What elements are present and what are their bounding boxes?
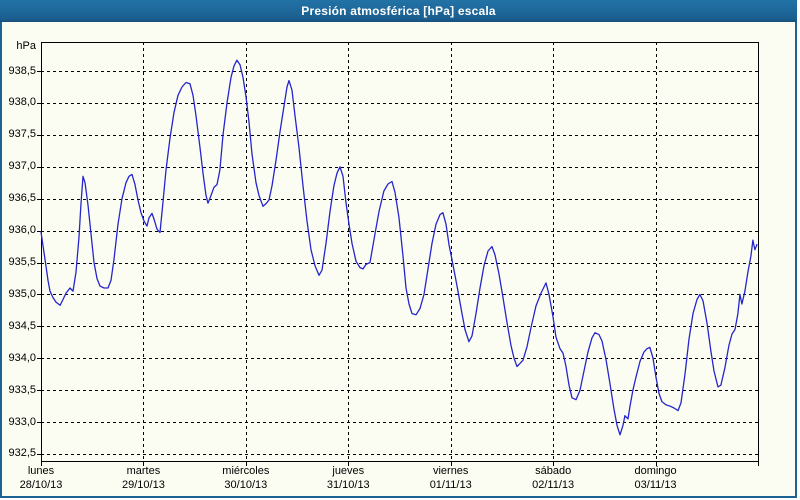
- x-axis-day-label: domingo: [634, 465, 677, 477]
- y-axis-tick-label: 935,5: [8, 256, 36, 268]
- vertical-gridlines: [143, 42, 657, 461]
- title-bar: Presión atmosférica [hPa] escala: [0, 0, 797, 22]
- x-axis-day-label: viernes: [432, 465, 469, 477]
- y-axis-tick-label: 938,0: [8, 96, 36, 109]
- y-axis-tick-label: 936,5: [8, 192, 36, 205]
- y-axis-tick-label: 938,5: [8, 64, 36, 77]
- y-axis-tick-label: 934,0: [8, 351, 36, 364]
- x-axis-day-label: jueves: [332, 465, 365, 477]
- y-axis-tick-label: 935,0: [8, 287, 36, 300]
- axis-ticks: [37, 71, 759, 466]
- x-axis-day-label: lunes: [27, 465, 55, 477]
- y-axis-tick-label: 937,0: [8, 160, 36, 173]
- y-axis-tick-label: 933,0: [8, 415, 36, 428]
- y-axis-tick-label: 932,5: [8, 447, 36, 460]
- y-axis-tick-label: 936,0: [8, 224, 36, 237]
- x-axis-date-label: 01/11/13: [429, 479, 472, 491]
- horizontal-gridlines: [41, 71, 758, 455]
- x-axis-date-label: 29/10/13: [122, 479, 165, 491]
- pressure-series-line: [40, 59, 758, 436]
- x-axis-date-label: 03/11/13: [634, 479, 677, 491]
- window-title: Presión atmosférica [hPa] escala: [301, 4, 496, 18]
- y-axis-unit-label: hPa: [16, 40, 36, 52]
- x-axis-date-label: 02/11/13: [532, 479, 575, 491]
- y-axis-tick-label: 933,5: [8, 383, 36, 396]
- x-axis-date-label: 31/10/13: [326, 479, 370, 491]
- x-axis-day-label: sábado: [535, 465, 572, 477]
- plot-border: [41, 42, 759, 462]
- y-axis-tick-label: 934,5: [8, 319, 36, 332]
- x-axis-day-label: martes: [126, 465, 161, 477]
- x-axis-day-label: miércoles: [222, 465, 270, 477]
- x-axis-date-label: 28/10/13: [19, 479, 63, 491]
- x-axis-date-label: 30/10/13: [224, 479, 268, 491]
- y-axis-tick-label: 937,5: [8, 128, 36, 141]
